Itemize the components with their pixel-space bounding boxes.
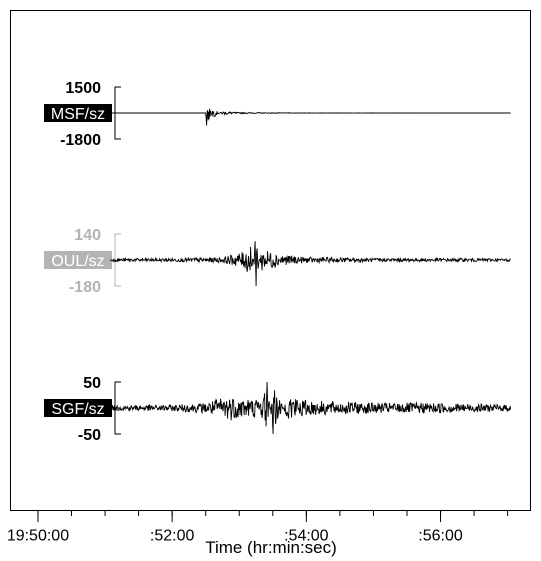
x-axis-label: Time (hr:min:sec) [205,538,337,557]
station-label-box [44,399,112,417]
traces: 1500 -1800 MSF/sz 140 -180 OUL/sz 50 -50 SGF/sz [44,80,512,444]
waveform-trace [110,381,512,435]
x-tick-label: :52:00 [150,527,195,544]
trace-row: 1500 -1800 MSF/sz [44,80,511,149]
y-tick-label-max: 50 [83,375,101,392]
trace-row: 140 -180 OUL/sz [44,227,511,296]
trace-row: 50 -50 SGF/sz [44,375,512,444]
x-tick-label: :54:00 [284,527,329,544]
y-tick-label-max: 140 [74,227,101,244]
x-tick-label: 19:50:00 [7,527,69,544]
waveform-trace [110,108,511,126]
y-tick-label-max: 1500 [65,80,101,97]
time-axis: 19:50:00 :52:00 :54:00 :56:00 [7,510,509,544]
station-label: SGF/sz [51,401,104,418]
y-tick-label-min: -180 [69,279,101,296]
station-label-box [44,104,112,122]
station-label: MSF/sz [51,106,105,123]
station-label-box [44,251,112,269]
x-tick-label: :56:00 [418,527,463,544]
waveform-trace [110,241,511,287]
y-tick-label-min: -50 [78,427,101,444]
y-tick-label-min: -1800 [60,132,101,149]
station-label: OUL/sz [51,253,104,270]
